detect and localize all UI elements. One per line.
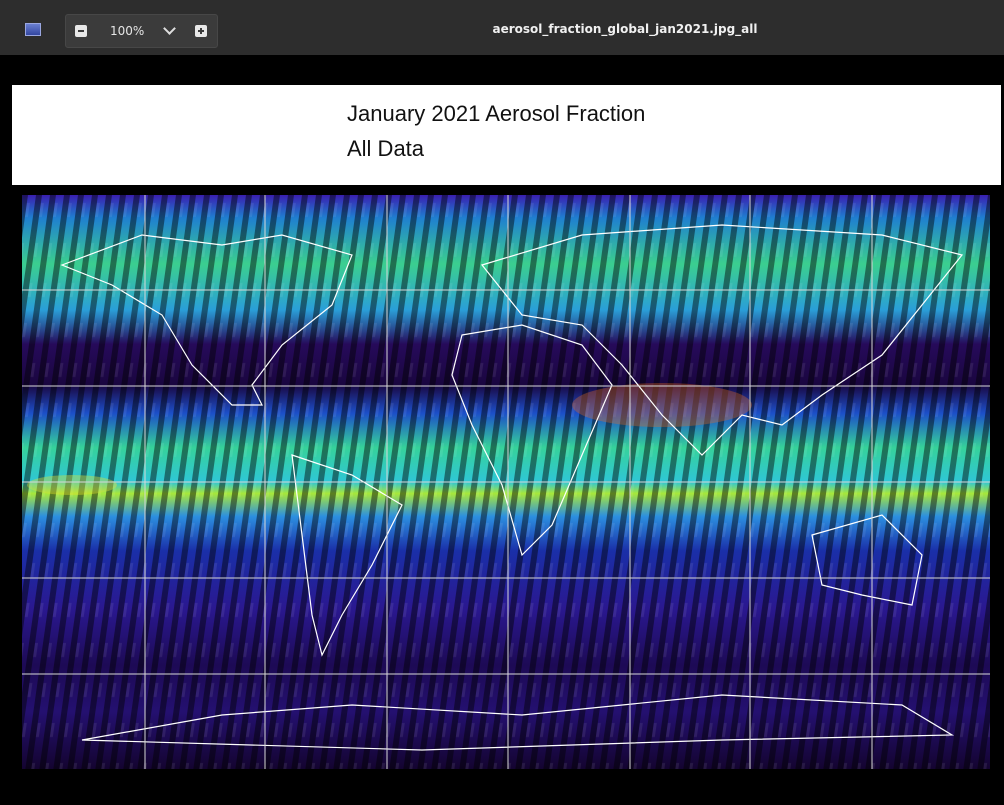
aerosol-map bbox=[22, 195, 990, 769]
image-title-panel: January 2021 Aerosol Fraction All Data bbox=[12, 85, 1001, 185]
toolbar: 100% aerosol_fraction_global_jan2021.jpg… bbox=[0, 0, 1004, 55]
zoom-out-button[interactable] bbox=[75, 25, 87, 37]
image-subtitle: All Data bbox=[347, 136, 425, 161]
image-title: January 2021 Aerosol Fraction bbox=[347, 101, 646, 126]
app-icon bbox=[25, 23, 41, 36]
zoom-controls: 100% bbox=[65, 14, 218, 48]
file-name: aerosol_fraction_global_jan2021.jpg_all bbox=[492, 22, 758, 36]
zoom-dropdown[interactable] bbox=[163, 22, 176, 35]
zoom-level[interactable]: 100% bbox=[110, 24, 145, 38]
zoom-in-button[interactable] bbox=[195, 25, 207, 37]
